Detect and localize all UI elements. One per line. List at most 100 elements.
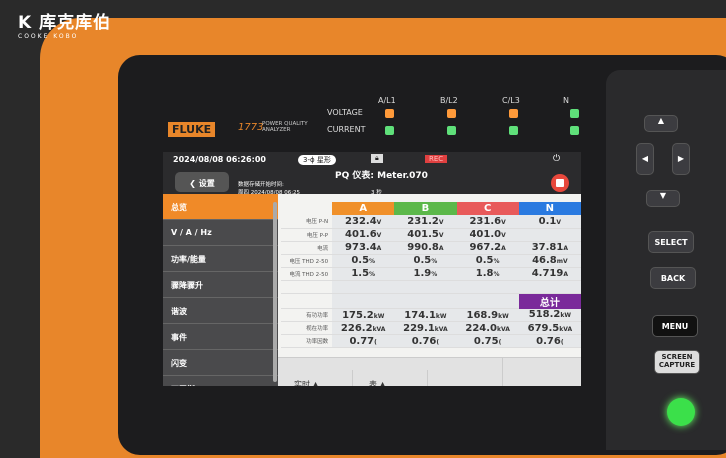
value: 0.5: [475, 255, 494, 266]
right-arrow-button[interactable]: ▶: [672, 143, 690, 175]
interval: 3 秒: [371, 190, 382, 196]
voltage-led: [447, 109, 456, 118]
sidebar-item[interactable]: 事件: [163, 324, 278, 350]
unit: V: [501, 232, 506, 239]
value-cell: 518.2kW: [518, 308, 581, 322]
value-cell: 226.2kVA: [332, 321, 395, 335]
value: 232.4: [345, 215, 377, 227]
value: 518.2: [528, 309, 561, 321]
value: 1.8: [475, 268, 494, 279]
value: 231.2: [407, 215, 439, 227]
value-cell: 168.9kW: [456, 308, 519, 322]
empty-softkey[interactable]: [428, 358, 503, 386]
sidebar-item[interactable]: V / A / Hz: [163, 220, 278, 246]
unit: %: [431, 258, 438, 265]
blank-cell: [281, 202, 332, 215]
value-cell: 1.8%: [456, 267, 519, 281]
value-cell: 401.0V: [456, 228, 519, 242]
total-row: 总计: [281, 293, 581, 309]
value-cell: 0.77(: [332, 334, 395, 348]
value-cell: 0.75(: [456, 334, 519, 348]
sidebar-item[interactable]: 总览: [163, 194, 278, 220]
value: 679.5: [527, 322, 560, 334]
realtime-button[interactable]: 实时 ▲: [278, 370, 353, 386]
value: 229.1: [403, 322, 435, 334]
unit: V: [438, 218, 444, 226]
stop-button[interactable]: [551, 174, 569, 192]
unit: kVA: [559, 325, 573, 333]
unit: %: [493, 258, 500, 265]
power-button[interactable]: [667, 398, 695, 426]
row-label: 有功功率: [281, 308, 333, 322]
value-cell: 46.8mV: [518, 254, 581, 268]
unit: A: [563, 271, 569, 278]
unit: V: [556, 218, 562, 226]
screen-capture-button[interactable]: SCREEN CAPTURE: [654, 350, 700, 374]
value: 967.2: [469, 242, 502, 253]
value-cell: 401.5V: [394, 228, 457, 242]
empty-softkey[interactable]: [503, 358, 578, 386]
value-cell: 679.5kVA: [518, 321, 581, 335]
sidebar-item[interactable]: 骤降骤升: [163, 272, 278, 298]
table-button[interactable]: 表 ▲: [353, 370, 428, 386]
value: 0.5: [351, 255, 370, 266]
phase-label: B/L2: [440, 96, 458, 105]
menu-button[interactable]: MENU: [652, 315, 698, 337]
unit: kW: [560, 312, 571, 320]
back-hw-button[interactable]: BACK: [650, 267, 696, 289]
row-label: 电流: [281, 241, 333, 255]
current-led: [447, 126, 456, 135]
value-cell: 224.0kVA: [456, 321, 519, 335]
table-row: 有功功率 175.2kW 174.1kW 168.9kW 518.2kW: [281, 308, 581, 322]
wiring-badge: 3-ϕ 星形: [298, 155, 336, 165]
unit: kW: [373, 312, 385, 320]
table-label: 表: [369, 380, 377, 386]
chevron-left-icon: ❮: [189, 179, 199, 188]
value-cell: 0.5%: [456, 254, 519, 268]
value: 0.76: [411, 335, 437, 347]
value-cell: [518, 228, 581, 242]
value-cell: 174.1kW: [394, 308, 457, 322]
value: 175.2: [342, 309, 374, 321]
current-led: [570, 126, 579, 135]
unit: (: [560, 338, 564, 346]
meter-table: A B C N 电压 P-N 232.4V 231.2V 231.6V 0.1V 电压 P-P 40…: [281, 202, 581, 348]
triangle-up-icon: ▲: [379, 380, 386, 386]
rec-indicator: REC: [425, 155, 448, 163]
row-label: 电流 THD 2-50: [281, 267, 333, 281]
start-label: 数据存储开始时间:: [238, 182, 284, 188]
unit: (: [436, 338, 440, 346]
sidebar-item[interactable]: 不平衡: [163, 376, 278, 386]
sidebar-item[interactable]: 功率/能量: [163, 246, 278, 272]
value-cell: 0.76(: [518, 334, 581, 348]
phase-header: B: [394, 202, 457, 215]
sidebar-item[interactable]: 谐波: [163, 298, 278, 324]
unit: V: [376, 232, 382, 239]
voltage-led: [570, 109, 579, 118]
phase-header: C: [456, 202, 519, 215]
model-number: 1773: [238, 122, 264, 133]
back-settings-button[interactable]: ❮ 设置: [175, 172, 229, 192]
value-cell: 0.5%: [332, 254, 395, 268]
value-cell: 0.1V: [518, 215, 581, 229]
select-button[interactable]: SELECT: [648, 231, 694, 253]
voltage-led: [509, 109, 518, 118]
table-row: 电流 THD 2-50 1.5% 1.9% 1.8% 4.719A: [281, 267, 581, 281]
unit: (: [498, 338, 502, 346]
table-row: 电压 P-P 401.6V 401.5V 401.0V: [281, 228, 581, 242]
value: 973.4: [345, 242, 377, 253]
table-row: 功率因数 0.77(0.76(0.75(0.76(: [281, 334, 581, 348]
value: 37.81: [531, 242, 564, 253]
brand-logo: FLUKE: [168, 122, 216, 137]
down-arrow-button[interactable]: ▼: [646, 190, 680, 207]
up-arrow-button[interactable]: ▲: [644, 115, 678, 132]
value-cell: 973.4A: [332, 241, 395, 255]
left-arrow-button[interactable]: ◀: [636, 143, 654, 175]
value: 1.5: [351, 268, 370, 279]
value-cell: 0.76(: [394, 334, 457, 348]
row-label: 电压 THD 2-50: [281, 254, 333, 268]
sidebar-scrollbar[interactable]: [273, 202, 277, 382]
value-cell: 401.6V: [332, 228, 395, 242]
phase-label: A/L1: [378, 96, 396, 105]
sidebar-item[interactable]: 闪变: [163, 350, 278, 376]
